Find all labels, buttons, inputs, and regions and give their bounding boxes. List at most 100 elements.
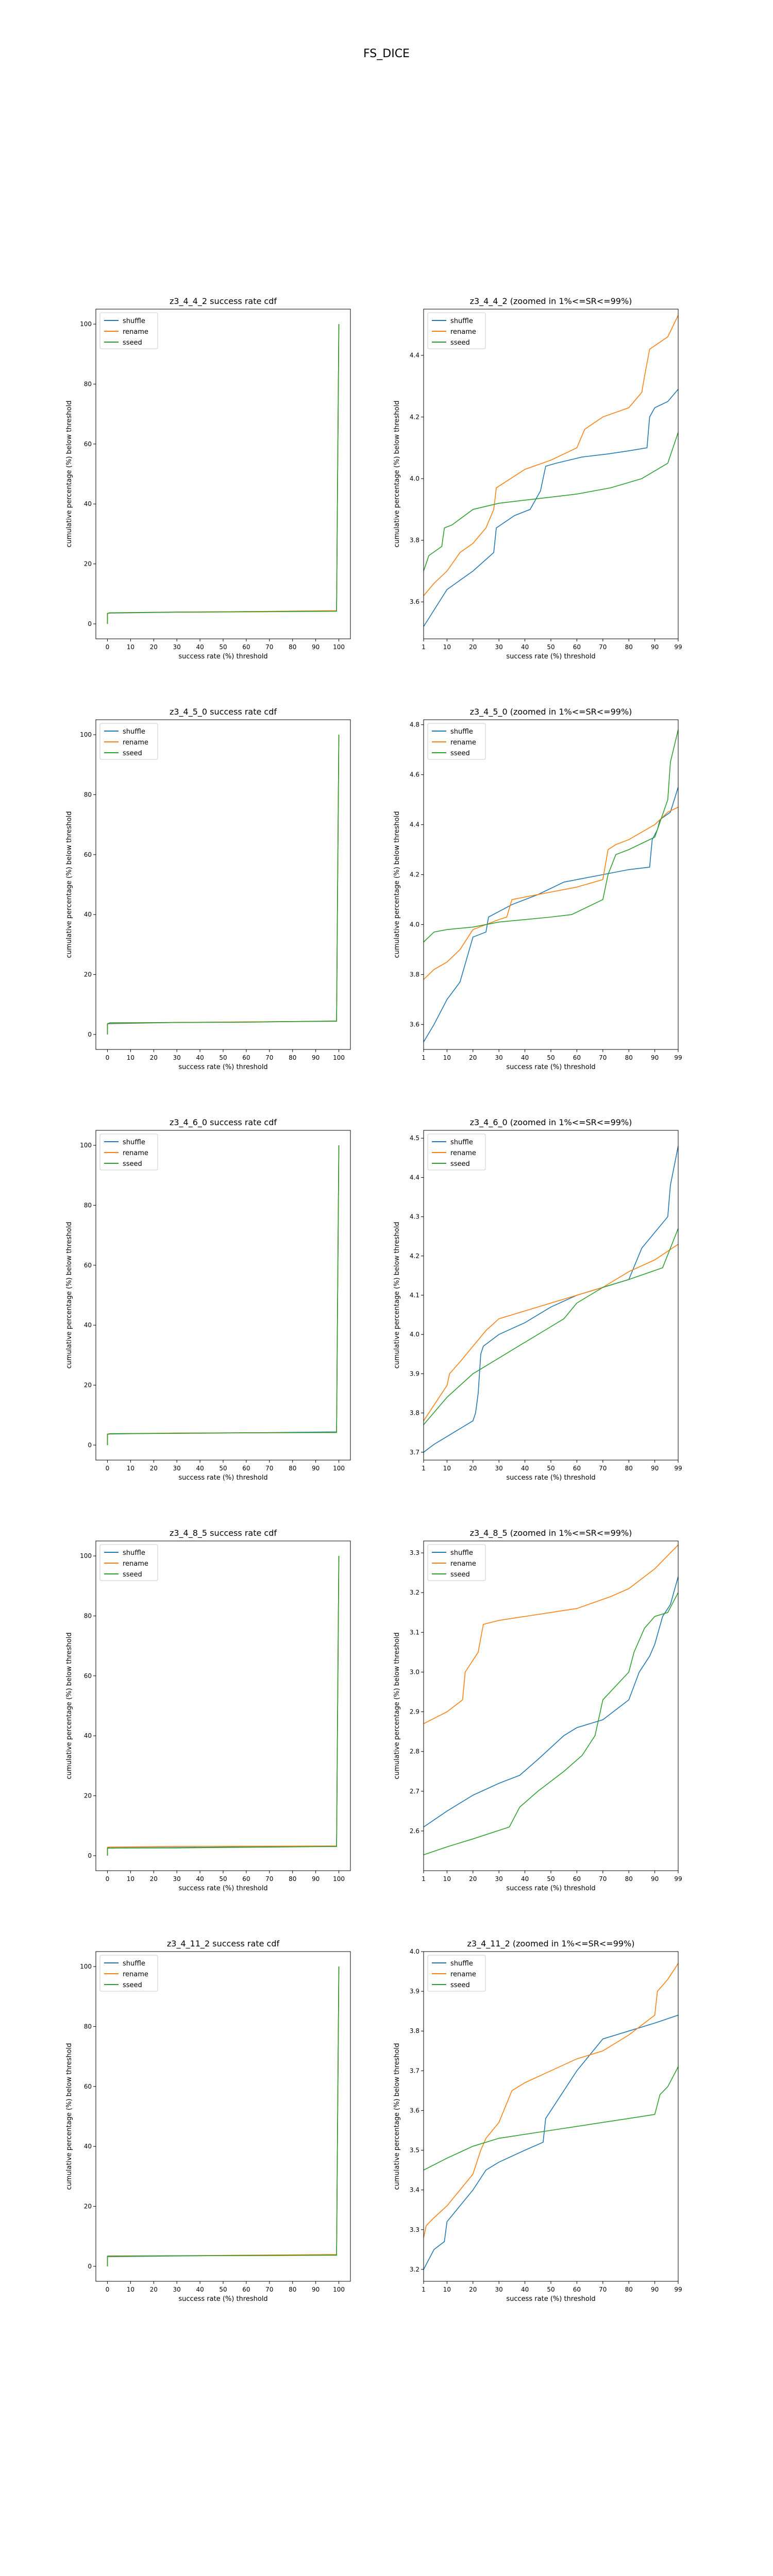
x-tick-label: 70 (599, 1875, 607, 1883)
series-line-rename (424, 806, 678, 980)
chart-title: z3_4_11_2 (zoomed in 1%<=SR<=99%) (467, 1939, 634, 1949)
legend-label: shuffle (450, 728, 473, 736)
x-tick-label: 80 (625, 1875, 633, 1883)
y-tick-label: 20 (84, 1792, 92, 1800)
y-tick-label: 20 (84, 561, 92, 568)
y-tick-label: 60 (84, 1672, 92, 1680)
series-line-sseed (107, 1967, 340, 2266)
chart-title: z3_4_5_0 (zoomed in 1%<=SR<=99%) (470, 707, 632, 717)
y-tick-label: 4.1 (410, 1292, 419, 1299)
y-tick-label: 2.8 (410, 1748, 419, 1755)
x-tick-label: 100 (333, 2286, 345, 2293)
y-tick-label: 60 (84, 440, 92, 448)
y-tick-label: 80 (84, 380, 92, 387)
y-tick-label: 3.0 (410, 1668, 419, 1675)
x-tick-label: 30 (495, 2286, 503, 2293)
y-tick-label: 3.6 (410, 2107, 419, 2114)
x-tick-label: 20 (469, 1054, 477, 1061)
series-line-sseed (424, 1592, 678, 1855)
x-tick-label: 80 (625, 643, 633, 651)
series-line-shuffle (424, 2014, 678, 2270)
x-tick-label: 10 (443, 1465, 451, 1472)
legend-box (99, 312, 158, 349)
x-tick-label: 40 (196, 1054, 204, 1061)
x-tick-label: 70 (599, 1465, 607, 1472)
legend-label: shuffle (123, 1960, 145, 1968)
y-tick-label: 3.5 (410, 2147, 419, 2154)
legend: shuffle rename sseed (427, 312, 486, 349)
legend-label: sseed (450, 750, 470, 757)
y-axis-label: cumulative percentage (%) below threshol… (393, 401, 401, 548)
y-tick-label: 4.5 (410, 1134, 419, 1142)
legend-label: shuffle (123, 728, 145, 736)
legend-label: shuffle (450, 1960, 473, 1968)
plot-frame (95, 309, 351, 639)
y-axis-label: cumulative percentage (%) below threshol… (65, 1222, 73, 1369)
x-tick-label: 90 (651, 1465, 659, 1472)
y-tick-label: 3.6 (410, 598, 419, 605)
y-axis-label: cumulative percentage (%) below threshol… (393, 811, 401, 958)
chart-title: z3_4_11_2 success rate cdf (167, 1939, 280, 1949)
legend-label: shuffle (123, 1139, 145, 1146)
x-tick-label: 99 (674, 1465, 682, 1472)
legend-box (427, 1133, 486, 1171)
x-tick-label: 1 (422, 1054, 426, 1061)
legend-label: sseed (450, 1571, 470, 1579)
legend-box (427, 1544, 486, 1581)
x-tick-label: 0 (106, 1465, 110, 1472)
x-tick-label: 70 (265, 1054, 273, 1061)
figure-title: FS_DICE (363, 47, 410, 60)
x-tick-label: 50 (547, 1875, 554, 1883)
plot-frame (423, 1130, 679, 1461)
chart-title: z3_4_4_2 success rate cdf (170, 296, 277, 307)
y-tick-label: 4.6 (410, 771, 419, 778)
x-tick-label: 1 (422, 1465, 426, 1472)
series-line-shuffle (107, 1556, 340, 1856)
legend-label: rename (450, 328, 476, 336)
legend-label: shuffle (450, 1549, 473, 1557)
x-tick-label: 90 (651, 1875, 659, 1883)
x-tick-label: 80 (289, 2286, 296, 2293)
legend: shuffle rename sseed (99, 312, 158, 349)
y-tick-label: 3.3 (410, 1549, 419, 1556)
x-tick-label: 40 (521, 1465, 529, 1472)
x-tick-label: 40 (521, 2286, 529, 2293)
y-tick-label: 4.4 (410, 352, 419, 359)
y-tick-label: 4.4 (410, 821, 419, 828)
y-tick-label: 0 (88, 1442, 92, 1449)
chart-title: z3_4_5_0 success rate cdf (170, 707, 277, 717)
x-tick-label: 99 (674, 1054, 682, 1061)
chart-1: z3_4_4_2 success rate cdf 0 10 20 30 40 50 60 70… (65, 296, 351, 660)
legend-label: shuffle (123, 1549, 145, 1557)
x-tick-label: 50 (219, 1054, 227, 1061)
y-tick-label: 4.3 (410, 1213, 419, 1221)
y-tick-label: 20 (84, 971, 92, 978)
legend-box (427, 1955, 486, 1992)
series-line-sseed (107, 1145, 340, 1445)
x-tick-label: 70 (599, 2286, 607, 2293)
x-tick-label: 70 (265, 1465, 273, 1472)
y-tick-label: 60 (84, 2083, 92, 2090)
chart-3: z3_4_5_0 success rate cdf 0 10 20 30 40 50 60 70… (65, 707, 351, 1071)
legend-label: rename (123, 1971, 148, 1978)
y-axis-label: cumulative percentage (%) below threshol… (65, 2043, 73, 2190)
y-tick-label: 100 (80, 1552, 92, 1560)
x-tick-label: 50 (219, 1465, 227, 1472)
x-tick-label: 30 (495, 1465, 503, 1472)
legend-label: sseed (123, 1981, 142, 1989)
y-tick-label: 2.9 (410, 1708, 419, 1716)
legend-box (99, 1133, 158, 1171)
x-tick-label: 60 (242, 1054, 250, 1061)
series-line-shuffle (424, 1577, 678, 1827)
x-tick-label: 60 (242, 1875, 250, 1883)
plot-frame (423, 309, 679, 639)
x-tick-label: 80 (289, 1054, 296, 1061)
y-tick-label: 2.6 (410, 1827, 419, 1835)
series-line-sseed (424, 730, 678, 943)
x-axis-label: success rate (%) threshold (178, 2295, 267, 2303)
x-tick-label: 40 (196, 1465, 204, 1472)
legend-label: shuffle (123, 317, 145, 325)
x-tick-label: 50 (219, 643, 227, 651)
chart-6: z3_4_6_0 (zoomed in 1%<=SR<=99%) 1 10 20 30 4… (393, 1117, 682, 1482)
x-tick-label: 40 (196, 2286, 204, 2293)
